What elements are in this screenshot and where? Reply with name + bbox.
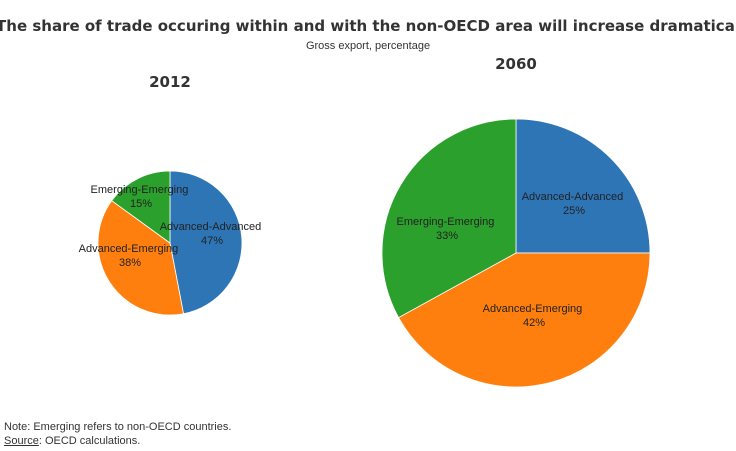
slice-label-2012-advanced-advanced: Advanced-Advanced 47% (160, 221, 265, 247)
footer-note: Note: Emerging refers to non-OECD countr… (4, 421, 232, 433)
pie-slice-2012-emerging-emerging (111, 170, 171, 244)
slice-label-2060-advanced-emerging: Advanced-Emerging 42% (483, 303, 586, 329)
source-label[interactable]: Source (4, 435, 39, 447)
pie-slice-2012-advanced-advanced (169, 170, 243, 315)
slice-label-2012-emerging-emerging: Emerging-Emerging 15% (91, 184, 192, 210)
chart-subtitle: Gross export, percentage (306, 40, 430, 52)
pie-slice-2060-advanced-emerging (398, 252, 651, 388)
pie-2012: 2012 Advanced-Advanced 47% Advanced-Emer… (79, 73, 265, 316)
slice-label-2012-advanced-emerging: Advanced-Emerging 38% (79, 243, 182, 269)
slice-label-2060-advanced-advanced: Advanced-Advanced 25% (522, 191, 627, 217)
pie-slice-2060-advanced-advanced (515, 118, 651, 254)
pie-slice-2012-advanced-emerging (97, 200, 184, 316)
footer-source: Source: OECD calculations. (4, 434, 231, 448)
pie-title-2012: 2012 (149, 73, 191, 91)
slice-label-2060-emerging-emerging: Emerging-Emerging 33% (397, 216, 498, 242)
source-text: : OECD calculations. (38, 435, 141, 447)
chart-footer: Note: Emerging refers to non-OECD countr… (4, 420, 231, 448)
pie-slice-2060-emerging-emerging (381, 118, 517, 319)
chart-title: The share of trade occuring within and w… (0, 17, 736, 35)
pie-title-2060: 2060 (495, 55, 537, 73)
pie-2060: 2060 Advanced-Advanced 25% Advanced-Emer… (381, 55, 651, 388)
